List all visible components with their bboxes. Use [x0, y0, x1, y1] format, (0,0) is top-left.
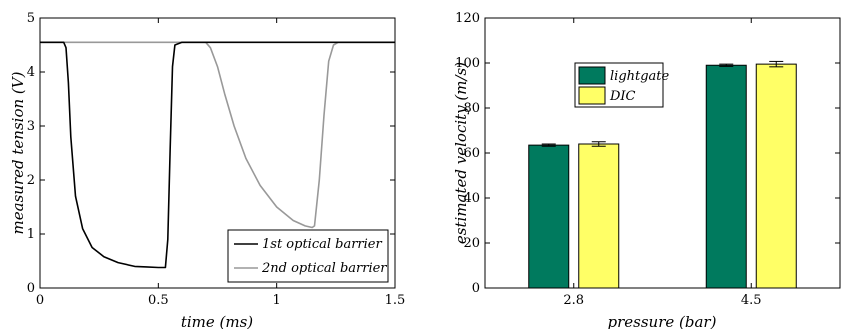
left-x-axis-label: time (ms): [181, 313, 253, 329]
right-y-tick-label: 120: [455, 11, 480, 26]
right-y-ticks: 0 20 40 60 80 100 120: [455, 11, 840, 296]
bar-dic-4.5: [755, 63, 797, 289]
legend-swatch-lightgate: [578, 66, 606, 85]
right-y-axis-label: estimated velocity (m/s): [452, 62, 470, 244]
right-x-tick-label: 2.8: [563, 293, 584, 308]
left-y-tick-label: 5: [27, 11, 35, 26]
left-x-tick-label: 1.5: [385, 293, 406, 308]
left-legend: 1st optical barrier 2nd optical barrier: [227, 229, 389, 283]
right-y-tick-label: 0: [472, 281, 480, 296]
left-x-ticks: 0 0.5 1 1.5: [36, 18, 405, 308]
legend-swatch-dic: [578, 86, 606, 105]
left-x-tick-label: 1: [273, 293, 281, 308]
right-x-ticks: 2.8 4.5: [563, 18, 762, 308]
left-y-tick-label: 3: [27, 119, 35, 134]
velocity-chart: 0 20 40 60 80 100 120 2.8 4.5 pressure (bar) es…: [452, 11, 841, 329]
right-legend: lightgate DIC: [574, 62, 670, 108]
tension-chart: 0 0.5 1 1.5 0 1 2 3 4 5 time (ms) measured tensi…: [9, 11, 405, 329]
right-y-tick-label: 20: [463, 236, 480, 251]
right-y-tick-label: 100: [455, 56, 480, 71]
left-y-tick-label: 2: [27, 173, 35, 188]
right-y-tick-label: 40: [463, 191, 480, 206]
left-y-tick-label: 0: [27, 281, 35, 296]
left-y-axis-label: measured tension (V): [9, 71, 27, 234]
right-y-tick-label: 80: [463, 101, 480, 116]
left-x-tick-label: 0.5: [148, 293, 169, 308]
bar-lightgate-2.8: [528, 144, 570, 289]
legend-label-1st: 1st optical barrier: [262, 237, 383, 252]
legend-label-lightgate: lightgate: [610, 69, 670, 84]
series-line-1st-optical-barrier: [40, 41, 395, 269]
left-y-ticks: 0 1 2 3 4 5: [27, 11, 395, 296]
left-legend-box: [227, 229, 389, 283]
left-y-tick-label: 4: [27, 65, 35, 80]
bar-dic-2.8: [578, 143, 620, 289]
right-x-axis-label: pressure (bar): [608, 313, 717, 329]
right-x-tick-label: 4.5: [741, 293, 762, 308]
left-series: [40, 41, 395, 269]
bar-lightgate-4.5: [705, 64, 747, 289]
legend-label-2nd: 2nd optical barrier: [261, 261, 387, 276]
right-bars: [528, 60, 797, 289]
right-y-tick-label: 60: [463, 146, 480, 161]
left-y-tick-label: 1: [27, 227, 35, 242]
legend-label-dic: DIC: [609, 89, 636, 104]
left-x-tick-label: 0: [36, 293, 44, 308]
series-line-2nd-optical-barrier: [40, 41, 395, 229]
